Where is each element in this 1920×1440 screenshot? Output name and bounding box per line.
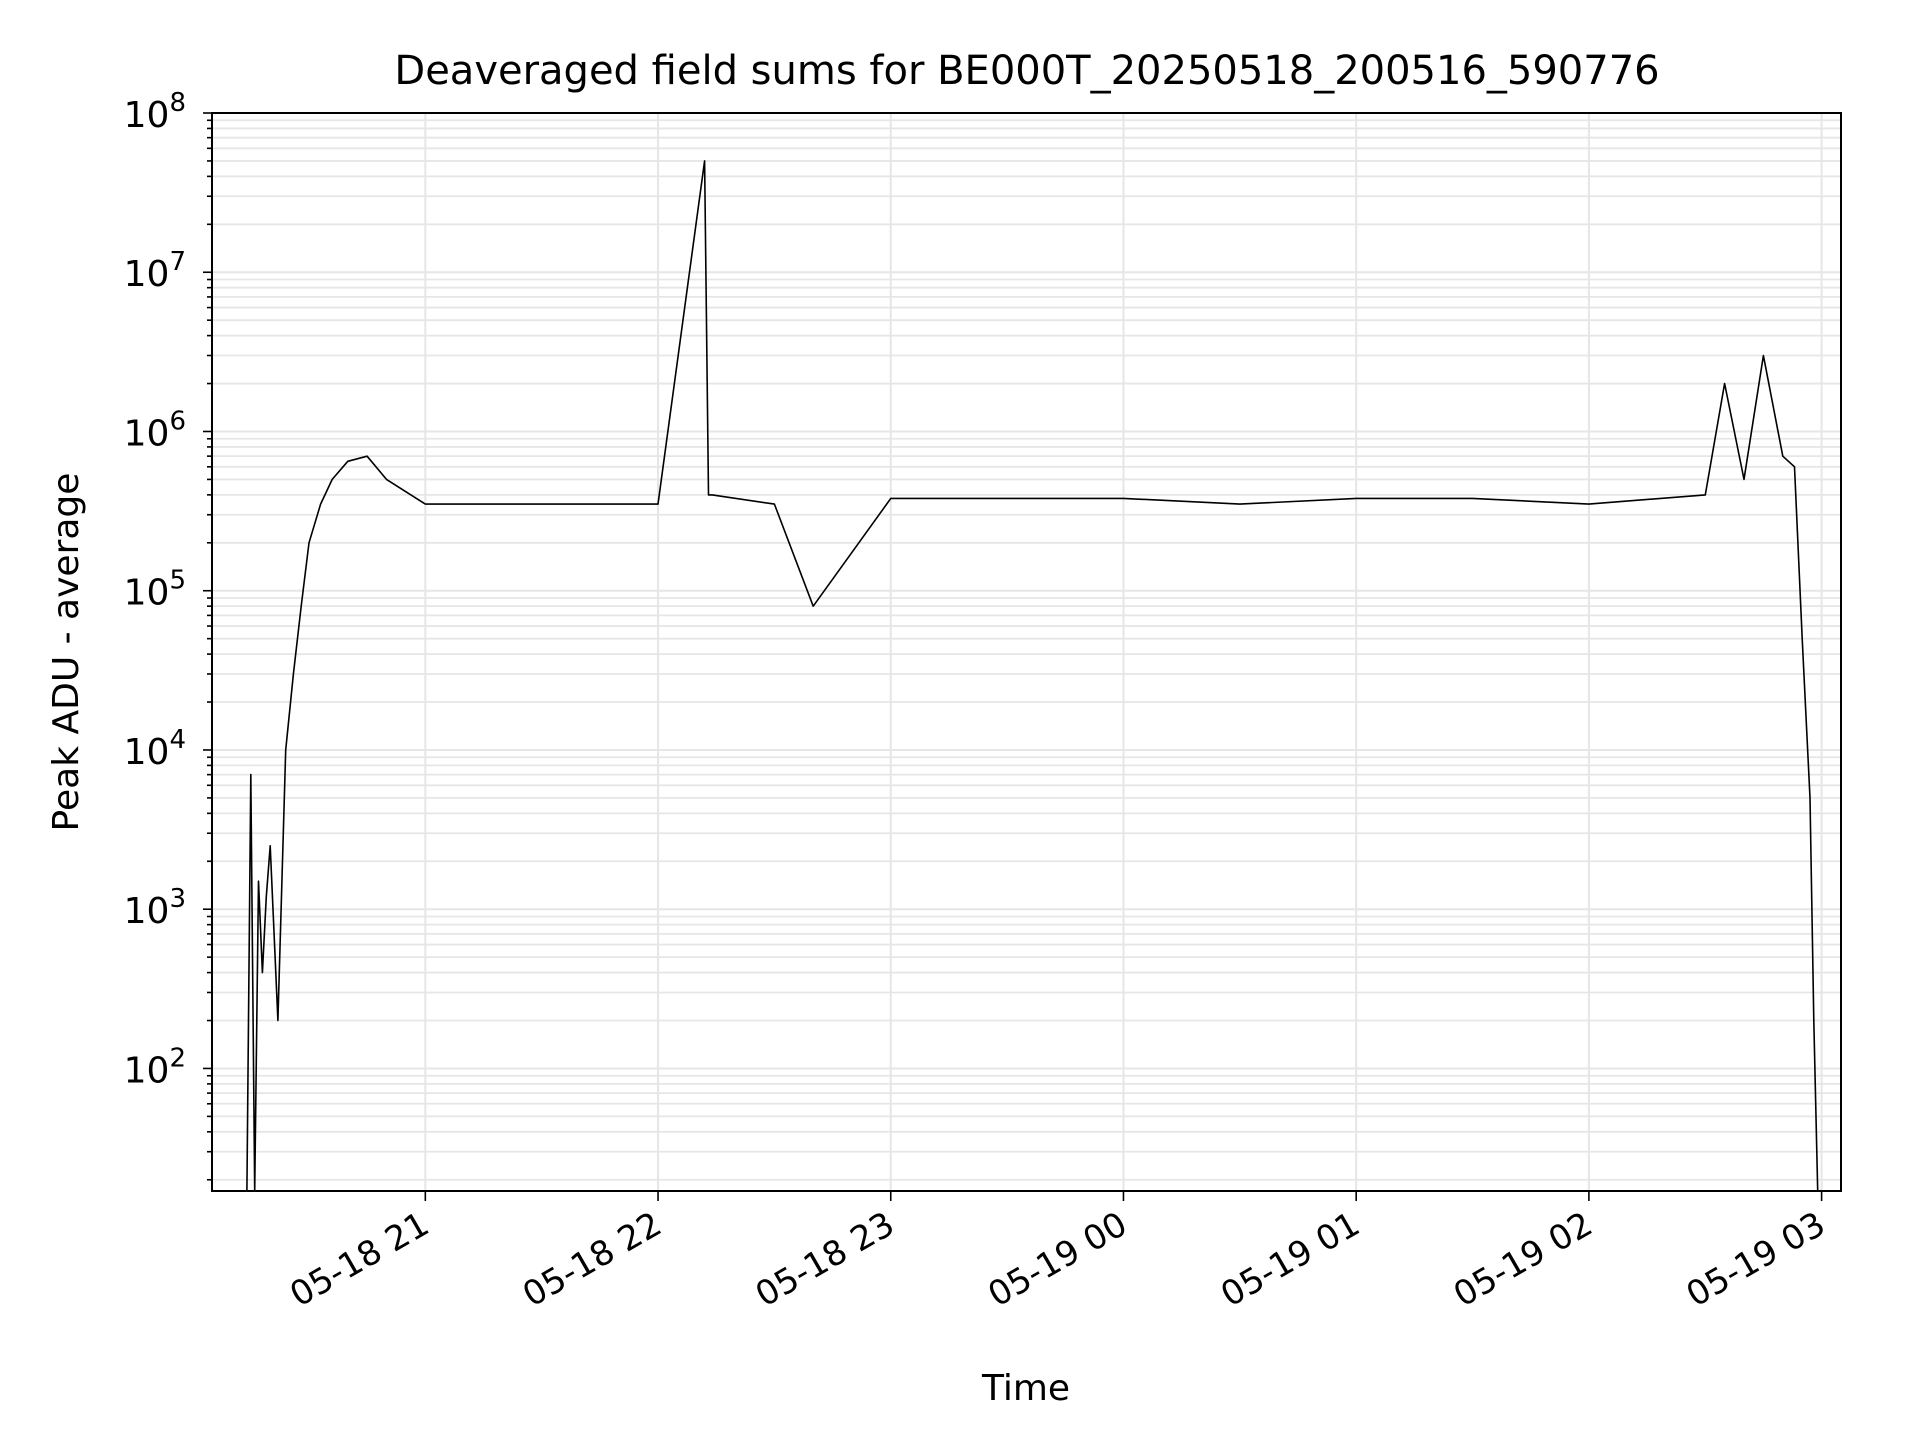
x-tick-label: 05-18 23 xyxy=(749,1204,901,1315)
x-axis: 05-18 21 05-18 22 05-18 23 05-19 00 05-19 01… xyxy=(283,1191,1832,1315)
y-tick-label: 105 xyxy=(124,566,186,614)
y-tick-label: 103 xyxy=(124,884,186,932)
x-tick-label: 05-19 01 xyxy=(1214,1204,1366,1315)
y-tick-label: 102 xyxy=(124,1043,186,1091)
y-axis-label: Peak ADU - average xyxy=(46,473,87,832)
y-tick-label: 106 xyxy=(124,406,186,454)
y-axis: 102 103 104 105 106 107 108 xyxy=(124,88,212,1181)
y-tick-label: 108 xyxy=(124,88,186,136)
grid xyxy=(212,112,1841,1191)
x-tick-label: 05-19 03 xyxy=(1680,1204,1832,1315)
y-tick-label: 107 xyxy=(124,247,186,295)
x-tick-label: 05-18 22 xyxy=(516,1204,668,1315)
series-line xyxy=(246,160,1819,1192)
chart-title: Deaveraged field sums for BE000T_2025051… xyxy=(394,48,1659,94)
series-layer xyxy=(246,160,1819,1192)
y-tick-label: 104 xyxy=(124,725,186,773)
x-tick-label: 05-19 02 xyxy=(1447,1204,1599,1315)
x-tick-label: 05-19 00 xyxy=(982,1204,1134,1315)
plot-frame xyxy=(211,112,1842,1192)
x-axis-label: Time xyxy=(981,1368,1070,1409)
x-tick-label: 05-18 21 xyxy=(283,1204,435,1315)
